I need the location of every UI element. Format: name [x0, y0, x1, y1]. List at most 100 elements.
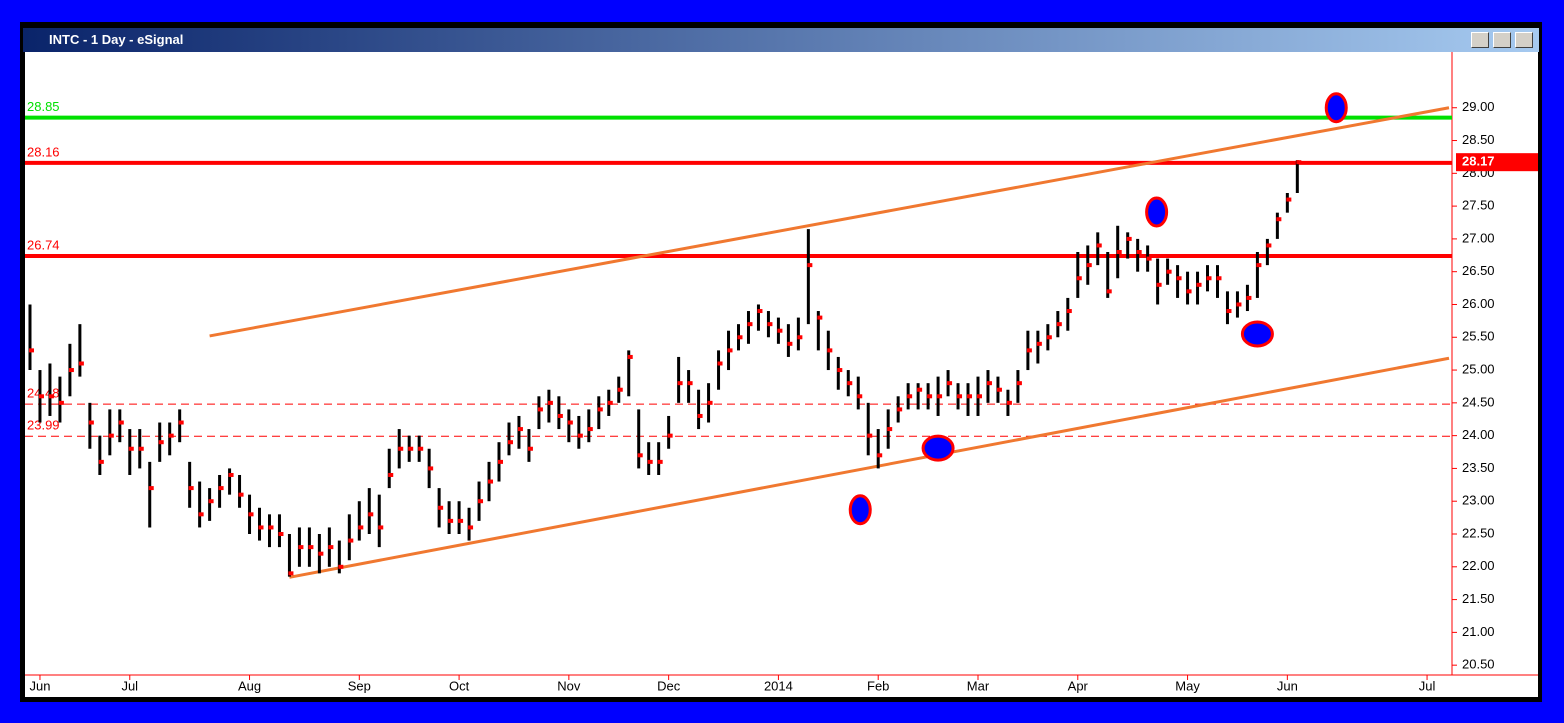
close-tick	[837, 368, 843, 373]
close-tick	[557, 413, 563, 418]
close-tick	[228, 472, 234, 477]
close-tick	[747, 322, 753, 327]
close-tick	[1286, 197, 1292, 202]
close-tick	[318, 551, 324, 556]
x-tick-label: 2014	[764, 678, 793, 693]
close-tick	[358, 525, 364, 530]
close-tick	[1116, 250, 1122, 255]
close-tick	[1136, 250, 1142, 255]
close-tick	[597, 407, 603, 412]
x-tick-label: Jul	[121, 678, 138, 693]
close-tick	[1196, 282, 1202, 287]
close-tick	[1016, 381, 1022, 386]
close-tick	[368, 512, 374, 517]
close-tick	[807, 263, 813, 268]
close-tick	[897, 407, 903, 412]
close-tick	[517, 427, 523, 432]
x-tick-label: Dec	[657, 678, 681, 693]
close-tick	[767, 322, 773, 327]
close-tick	[827, 348, 833, 353]
close-tick	[328, 545, 334, 550]
close-tick	[408, 446, 414, 451]
close-tick	[1296, 160, 1302, 165]
close-tick	[1266, 243, 1272, 248]
y-tick-label: 28.50	[1462, 132, 1495, 147]
close-tick	[677, 381, 683, 386]
window-title: INTC - 1 Day - eSignal	[49, 32, 184, 47]
close-tick	[667, 433, 673, 438]
title-bar: INTC - 1 Day - eSignal	[23, 28, 1539, 52]
x-tick-label: Jun	[1277, 678, 1298, 693]
close-tick	[478, 499, 484, 504]
close-tick	[98, 459, 104, 464]
close-tick	[258, 525, 264, 530]
close-tick	[78, 361, 84, 366]
close-tick	[627, 354, 633, 359]
close-tick	[927, 394, 933, 399]
level-label: 24.48	[27, 386, 60, 401]
close-tick	[208, 499, 214, 504]
close-tick	[607, 400, 613, 405]
close-tick	[757, 309, 763, 314]
close-tick	[498, 459, 504, 464]
x-tick-label: Feb	[867, 678, 889, 693]
close-tick	[218, 486, 224, 491]
close-tick	[298, 545, 304, 550]
close-tick	[128, 446, 134, 451]
y-tick-label: 25.50	[1462, 329, 1495, 344]
close-tick	[857, 394, 863, 399]
close-tick	[1096, 243, 1102, 248]
level-label: 23.99	[27, 418, 60, 433]
close-tick	[238, 492, 244, 497]
close-tick	[1086, 263, 1092, 268]
close-tick	[947, 381, 953, 386]
maximize-button[interactable]	[1515, 32, 1533, 48]
close-tick	[438, 505, 444, 510]
y-tick-label: 23.00	[1462, 493, 1495, 508]
plot-background	[25, 52, 1538, 697]
close-tick	[527, 446, 533, 451]
x-tick-label: Jun	[29, 678, 50, 693]
close-tick	[388, 472, 394, 477]
close-tick	[398, 446, 404, 451]
close-tick	[1066, 309, 1072, 314]
close-tick	[458, 518, 464, 523]
close-tick	[587, 427, 593, 432]
close-tick	[717, 361, 723, 366]
close-tick	[537, 407, 543, 412]
x-tick-label: Nov	[557, 678, 581, 693]
restore-button[interactable]	[1471, 32, 1489, 48]
level-label: 28.85	[27, 99, 60, 114]
close-tick	[1176, 276, 1182, 281]
y-tick-label: 20.50	[1462, 657, 1495, 672]
close-tick	[158, 440, 164, 445]
close-tick	[797, 335, 803, 340]
close-tick	[1036, 341, 1042, 346]
y-tick-label: 21.50	[1462, 591, 1495, 606]
close-tick	[1056, 322, 1062, 327]
trend-line	[209, 106, 1450, 338]
annotation-marker	[1240, 320, 1274, 348]
close-tick	[448, 518, 454, 523]
y-tick-label: 22.00	[1462, 558, 1495, 573]
close-tick	[468, 525, 474, 530]
close-tick	[348, 538, 354, 543]
close-tick	[1026, 348, 1032, 353]
y-tick-label: 26.50	[1462, 263, 1495, 278]
close-tick	[1126, 236, 1132, 241]
close-tick	[1226, 309, 1232, 314]
close-tick	[48, 394, 54, 399]
close-tick	[308, 545, 314, 550]
close-tick	[378, 525, 384, 530]
x-tick-label: Oct	[449, 678, 470, 693]
close-tick	[1206, 276, 1212, 281]
close-tick	[1276, 217, 1282, 222]
close-tick	[957, 394, 963, 399]
close-tick	[867, 433, 873, 438]
minimize-button[interactable]	[1493, 32, 1511, 48]
close-tick	[976, 394, 982, 399]
close-tick	[1106, 289, 1112, 294]
close-tick	[118, 420, 124, 425]
close-tick	[917, 387, 923, 392]
x-tick-label: May	[1175, 678, 1200, 693]
